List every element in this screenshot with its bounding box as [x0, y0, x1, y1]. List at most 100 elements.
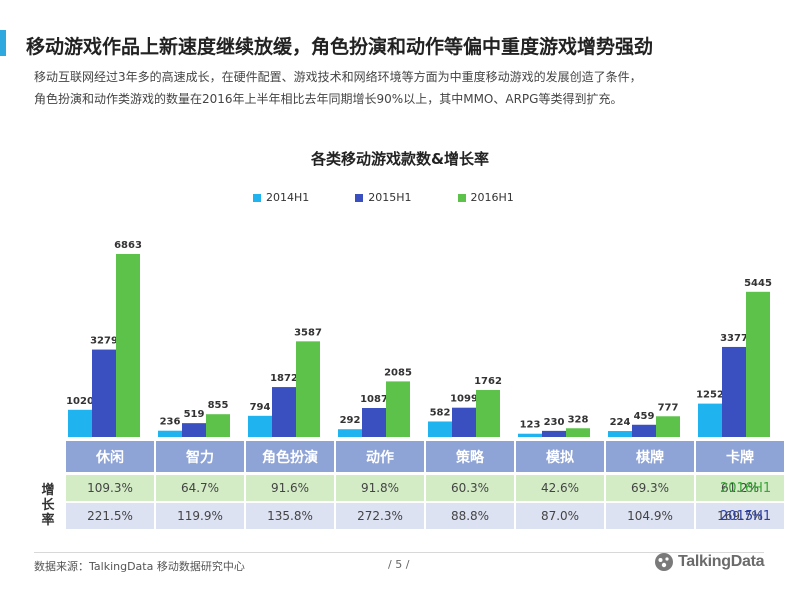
data-label-2016h1-卡牌: 5445 [744, 278, 772, 289]
category-cell-卡牌: 卡牌 [696, 441, 784, 472]
category-cell-模拟: 模拟 [516, 441, 604, 472]
data-label-2016h1-策略: 1762 [474, 376, 502, 387]
growth-row-label-2016h1: 2016H1 [720, 481, 772, 496]
data-label-2014h1-角色扮演: 794 [250, 402, 271, 413]
bar-2014h1-策略 [428, 421, 452, 437]
category-row: 休闲 智力 角色扮演 动作 策略 模拟 棋牌 卡牌 [66, 441, 784, 472]
data-label-2016h1-休闲: 6863 [114, 240, 142, 251]
legend-label-2015h1: 2015H1 [368, 191, 412, 204]
page-title: 移动游戏作品上新速度继续放缓，角色扮演和动作等偏中重度游戏增势强劲 [26, 36, 654, 58]
data-label-2016h1-棋牌: 777 [658, 402, 679, 413]
footer-divider [34, 552, 764, 553]
subtitle-line-1: 移动互联网经过3年多的高速成长，在硬件配置、游戏技术和网络环境等方面为中重度移动… [34, 70, 642, 84]
bar-2014h1-棋牌 [608, 431, 632, 437]
growth-cell: 221.5% [66, 503, 154, 529]
title-accent-bar [0, 30, 6, 56]
page-number: / 5 / [388, 558, 410, 571]
data-label-2015h1-卡牌: 3377 [720, 333, 748, 344]
page-subtitle: 移动互联网经过3年多的高速成长，在硬件配置、游戏技术和网络环境等方面为中重度移动… [34, 66, 774, 110]
bar-2015h1-策略 [452, 407, 476, 437]
growth-cell: 88.8% [426, 503, 514, 529]
bar-2015h1-模拟 [542, 430, 566, 437]
data-source: 数据来源：TalkingData 移动数据研究中心 [34, 560, 245, 573]
data-label-2015h1-角色扮演: 1872 [270, 373, 298, 384]
bar-2014h1-模拟 [518, 433, 542, 437]
data-label-2014h1-休闲: 1020 [66, 396, 94, 407]
bar-2014h1-动作 [338, 429, 362, 437]
bar-2015h1-智力 [182, 423, 206, 437]
bar-2015h1-卡牌 [722, 346, 746, 437]
growth-cell: 272.3% [336, 503, 424, 529]
bar-2016h1-角色扮演 [296, 341, 320, 437]
data-label-2016h1-智力: 855 [208, 400, 229, 411]
bar-2016h1-策略 [476, 390, 500, 437]
bar-2014h1-智力 [158, 430, 182, 437]
growth-row-2015h1: 221.5% 119.9% 135.8% 272.3% 88.8% 87.0% … [66, 503, 784, 529]
growth-row-2016h1: 109.3% 64.7% 91.6% 91.8% 60.3% 42.6% 69.… [66, 475, 784, 501]
talkingdata-logo-icon [655, 553, 673, 571]
data-label-2014h1-棋牌: 224 [610, 417, 631, 428]
bar-2014h1-角色扮演 [248, 415, 272, 437]
data-label-2016h1-模拟: 328 [568, 414, 589, 425]
growth-rate-label-char: 长 [41, 498, 55, 513]
data-label-2016h1-角色扮演: 3587 [294, 327, 322, 338]
bar-2015h1-棋牌 [632, 424, 656, 437]
bar-2014h1-卡牌 [698, 403, 722, 437]
growth-cell: 60.3% [426, 475, 514, 501]
bar-2016h1-休闲 [116, 253, 140, 437]
growth-cell: 91.6% [246, 475, 334, 501]
bar-2016h1-模拟 [566, 428, 590, 437]
category-cell-棋牌: 棋牌 [606, 441, 694, 472]
growth-cell: 91.8% [336, 475, 424, 501]
category-cell-角色扮演: 角色扮演 [246, 441, 334, 472]
growth-cell: 169.7% [696, 503, 784, 529]
bar-2016h1-动作 [386, 381, 410, 437]
growth-cell: 119.9% [156, 503, 244, 529]
data-label-2014h1-卡牌: 1252 [696, 390, 724, 401]
logo-text: TalkingData [678, 553, 765, 570]
growth-cell: 109.3% [66, 475, 154, 501]
legend-swatch-2014h1 [253, 193, 261, 202]
data-label-2014h1-智力: 236 [160, 417, 181, 428]
data-label-2014h1-模拟: 123 [520, 420, 541, 431]
data-label-2014h1-策略: 582 [430, 407, 451, 418]
data-label-2015h1-策略: 1099 [450, 394, 478, 405]
bar-2016h1-卡牌 [746, 291, 770, 437]
legend-item-2016h1: 2016H1 [457, 191, 514, 204]
bar-2014h1-休闲 [68, 409, 92, 437]
growth-cell: 42.6% [516, 475, 604, 501]
category-cell-智力: 智力 [156, 441, 244, 472]
growth-cell: 87.0% [516, 503, 604, 529]
growth-rate-label-char: 增 [41, 483, 55, 498]
category-cell-动作: 动作 [336, 441, 424, 472]
legend-swatch-2015h1 [355, 193, 364, 202]
growth-cell: 104.9% [606, 503, 694, 529]
bar-2016h1-棋牌 [656, 416, 680, 437]
chart-title: 各类移动游戏款数&增长率 [310, 150, 490, 168]
growth-cell: 69.3% [606, 475, 694, 501]
category-cell-休闲: 休闲 [66, 441, 154, 472]
legend-item-2014h1: 2014H1 [253, 191, 309, 204]
growth-cell: 61.2% [696, 475, 784, 501]
data-label-2015h1-休闲: 3279 [90, 336, 118, 347]
bar-2015h1-角色扮演 [272, 387, 296, 437]
growth-rate-label-char: 率 [41, 513, 55, 528]
data-label-2015h1-智力: 519 [184, 409, 205, 420]
data-label-2016h1-动作: 2085 [384, 367, 412, 378]
growth-cell: 64.7% [156, 475, 244, 501]
growth-cell: 135.8% [246, 503, 334, 529]
legend-item-2015h1: 2015H1 [355, 191, 412, 204]
talkingdata-logo: TalkingData [654, 552, 765, 572]
growth-rate-label: 增长率 [40, 483, 56, 528]
chart-legend: 2014H1 2015H1 2016H1 [253, 191, 514, 204]
growth-rate-label-text: 增长率 [40, 483, 56, 528]
data-label-2015h1-动作: 1087 [360, 394, 388, 405]
subtitle-line-2: 角色扮演和动作类游戏的数量在2016年上半年相比去年同期增长90%以上，其中MM… [34, 92, 623, 106]
bar-2016h1-智力 [206, 414, 230, 437]
legend-label-2016h1: 2016H1 [470, 191, 514, 204]
bar-2015h1-休闲 [92, 349, 116, 437]
data-label-2015h1-模拟: 230 [544, 417, 565, 428]
category-cell-策略: 策略 [426, 441, 514, 472]
growth-row-label-2015h1: 2015H1 [720, 509, 772, 524]
